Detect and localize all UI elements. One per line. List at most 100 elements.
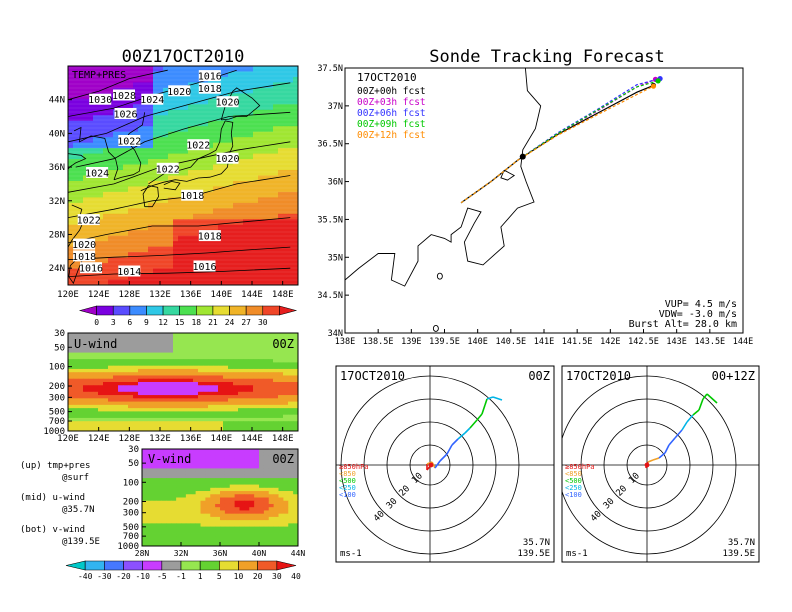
temp-cell (208, 126, 214, 133)
u-wind-cell (223, 391, 229, 396)
u-wind-cell (198, 382, 204, 386)
v-wind-cell (190, 513, 197, 518)
v-wind-cell (249, 516, 255, 521)
temp-cell (258, 213, 264, 220)
v-wind-cell (234, 491, 240, 495)
temp-cell (133, 246, 139, 253)
colorbar-swatch (96, 305, 114, 316)
u-wind-cell (218, 352, 224, 357)
temp-cell (258, 252, 264, 259)
temp-cell (103, 246, 109, 253)
u-wind-cell (213, 417, 219, 422)
hodo-legend-entry: <500 (339, 477, 356, 485)
temp-cell (293, 219, 298, 226)
v-wind-cell (239, 449, 245, 453)
u-wind-cell (88, 404, 94, 409)
u-wind-cell (143, 359, 149, 363)
u-wind-cell (238, 398, 244, 402)
v-wind-cell (161, 529, 167, 534)
v-wind-cell (259, 494, 265, 498)
temp-cell (153, 126, 159, 133)
u-wind-cell (238, 333, 244, 337)
temp-cell (228, 224, 234, 231)
u-wind-cell (113, 352, 119, 357)
u-wind-cell (238, 385, 244, 389)
temp-cell (188, 180, 194, 187)
temp-cell (253, 191, 259, 198)
u-wind-cell (83, 404, 89, 409)
temp-cell (183, 76, 189, 83)
v-wind-cell (254, 471, 260, 476)
temp-cell (228, 120, 234, 127)
temp-cell (238, 126, 244, 133)
u-wind-cell (198, 359, 204, 363)
v-wind-cell (283, 520, 289, 524)
temp-cell (193, 279, 199, 285)
u-wind-cell (73, 385, 79, 389)
u-wind-cell (128, 401, 134, 406)
v-wind-cell (181, 536, 187, 540)
u-wind-cell (108, 424, 114, 429)
temp-cell (183, 241, 189, 248)
u-wind-cell (83, 391, 89, 396)
v-wind-cell (244, 529, 250, 534)
temp-cell (143, 104, 149, 111)
u-wind-cell (268, 404, 274, 409)
temp-cell (223, 76, 229, 83)
v-wind-cell (161, 461, 167, 466)
u-wind-cell (253, 424, 259, 429)
v-wind-cell (249, 542, 255, 546)
temp-cell (143, 159, 149, 165)
u-wind-cell (68, 401, 74, 406)
temp-cell (93, 148, 99, 155)
v-wind-cell (151, 481, 158, 485)
u-wind-cell (168, 414, 174, 419)
u-wind-cell (153, 346, 159, 350)
temp-cell (148, 202, 154, 209)
v-wind-cell (200, 542, 206, 546)
u-wind-cell (288, 352, 294, 357)
u-wind-cell (253, 385, 259, 389)
u-wind-cell (218, 359, 224, 363)
temp-cell (78, 164, 84, 171)
temp-cell (283, 115, 289, 122)
temp-cell (208, 159, 214, 165)
u-wind-cell (213, 365, 219, 370)
temp-cell (188, 224, 194, 231)
v-wind-cell (293, 513, 298, 518)
temp-cell (178, 213, 184, 220)
temp-cell (198, 241, 204, 248)
u-wind-cell (213, 395, 219, 399)
u-wind-cell (148, 388, 154, 393)
temp-cell (193, 82, 199, 89)
v-wind-cell (195, 507, 201, 511)
u-wind-cell (198, 411, 204, 416)
u-wind-cell (213, 342, 219, 347)
v-wind-cell (142, 458, 148, 463)
v-wind-cell (142, 465, 148, 469)
v-wind-cell (283, 539, 289, 544)
v-wind-cell (273, 478, 279, 482)
temp-cell (198, 164, 204, 171)
temp-cell (113, 268, 119, 275)
v-wind-cell (224, 516, 231, 521)
u-wind-cell (248, 382, 254, 386)
temp-cell (278, 197, 284, 204)
hodo-legend-entry: <250 (565, 484, 582, 492)
temp-cell (243, 274, 249, 280)
temp-cell (138, 126, 144, 133)
temp-cell (218, 66, 224, 72)
u-wind-cell (148, 385, 154, 389)
u-wind-cell (238, 421, 244, 425)
u-wind-cell (198, 365, 204, 370)
temp-cell (168, 131, 174, 138)
temp-cell (248, 191, 254, 198)
u-wind-cell (183, 355, 189, 360)
temp-cell (283, 148, 289, 155)
v-wind-cell (185, 465, 192, 469)
temp-cell (238, 224, 244, 231)
v-wind-cell (254, 465, 260, 469)
u-wind-cell (158, 359, 164, 363)
v-wind-cell (234, 510, 240, 515)
v-wind-cell (176, 497, 182, 502)
